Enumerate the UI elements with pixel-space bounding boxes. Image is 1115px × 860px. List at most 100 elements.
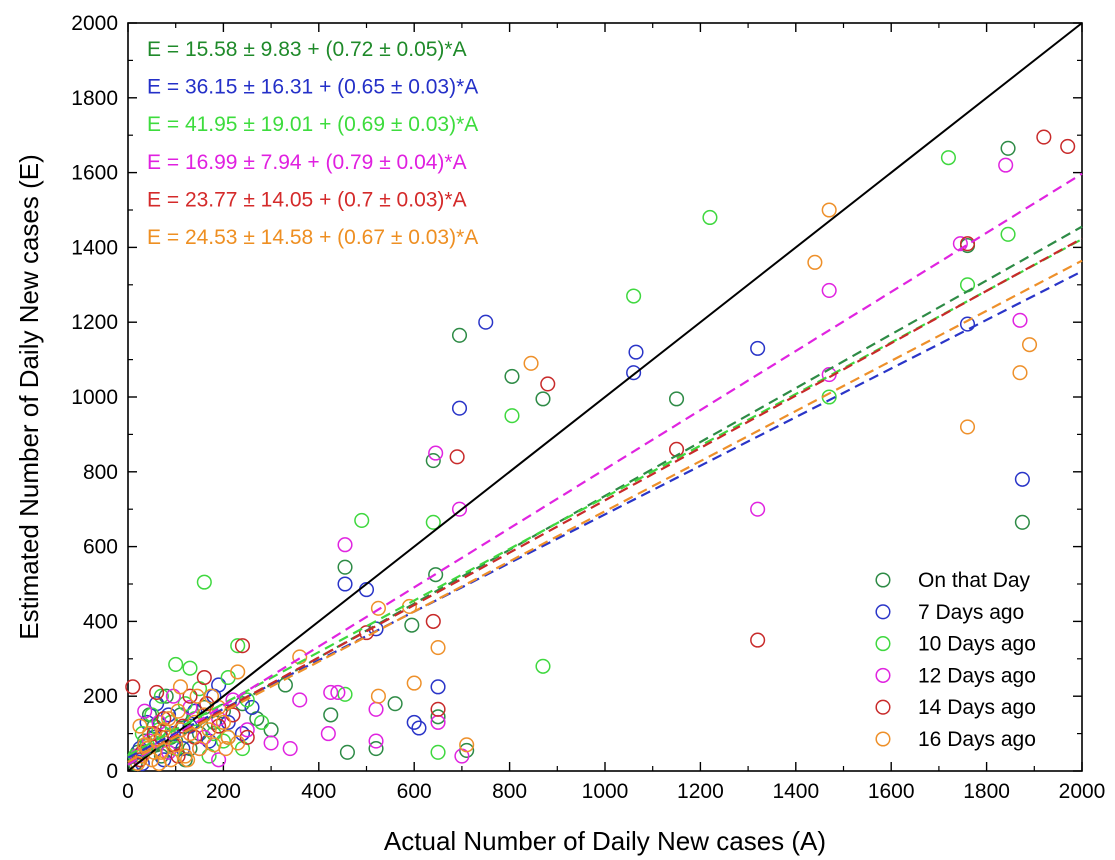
point-series-5 [192, 741, 208, 757]
point-series-2 [425, 514, 441, 530]
point-series-2 [254, 714, 270, 730]
point-series-3 [1012, 312, 1028, 328]
point-series-2 [215, 733, 231, 749]
point-series-0 [430, 709, 446, 725]
point-series-0 [387, 696, 403, 712]
point-series-5 [1012, 365, 1028, 381]
point-series-5 [137, 737, 153, 753]
point-series-0 [535, 391, 551, 407]
point-series-5 [170, 703, 186, 719]
legend: On that Day 7 Days ago 10 Days ago 12 Days … [875, 569, 1036, 751]
x-tick-label: 1600 [868, 780, 915, 803]
point-series-1 [750, 340, 766, 356]
fit-equation: E = 36.15 ± 16.31 + (0.65 ± 0.03)*A [147, 76, 478, 99]
point-series-5 [177, 748, 193, 764]
point-series-1 [244, 699, 260, 715]
point-series-5 [370, 688, 386, 704]
legend-label: 7 Days ago [918, 601, 1024, 624]
point-series-3 [998, 157, 1014, 173]
legend-marker [875, 636, 891, 652]
point-series-5 [807, 254, 823, 270]
point-series-3 [292, 692, 308, 708]
point-series-0 [451, 327, 468, 343]
point-series-0 [339, 744, 355, 760]
point-series-4 [449, 449, 465, 465]
fit-equation: E = 15.58 ± 9.83 + (0.72 ± 0.05)*A [147, 38, 467, 61]
fit-line-series-5 [127, 259, 1083, 763]
point-series-4 [430, 701, 446, 717]
point-series-5 [292, 649, 308, 665]
scatter-points [125, 129, 1076, 772]
point-series-5 [172, 679, 189, 695]
fit-line-series-4 [127, 237, 1083, 764]
point-series-3 [952, 236, 968, 252]
point-series-3 [750, 501, 766, 517]
point-series-2 [626, 288, 642, 304]
point-series-4 [156, 711, 172, 727]
point-series-1 [220, 714, 236, 730]
point-series-1 [451, 400, 468, 416]
point-series-3 [330, 684, 346, 701]
x-tick-label: 1000 [582, 780, 629, 803]
point-series-1 [406, 714, 422, 730]
x-tick-label: 800 [492, 780, 527, 803]
point-series-5 [370, 600, 386, 616]
y-tick-label: 200 [83, 685, 118, 708]
x-tick-label: 2000 [1059, 780, 1106, 803]
point-series-4 [959, 236, 976, 252]
point-series-4 [234, 638, 251, 654]
point-series-3 [137, 703, 153, 719]
point-series-2 [940, 150, 956, 166]
point-series-5 [215, 714, 231, 730]
point-series-4 [540, 376, 556, 392]
point-series-5 [459, 737, 475, 753]
x-tick-label: 400 [301, 780, 336, 803]
y-tick-labels: 0 200 400 600 800 1000 1200 1400 1600 1800 2000 [71, 12, 118, 783]
point-series-3 [239, 722, 255, 738]
point-series-5 [959, 419, 976, 435]
point-series-2 [168, 656, 184, 672]
y-tick-label: 1000 [71, 386, 118, 409]
identity-line [127, 22, 1083, 772]
point-series-3 [211, 752, 227, 768]
point-series-2 [504, 408, 520, 424]
point-series-0 [368, 741, 384, 757]
y-tick-label: 1800 [71, 87, 118, 110]
point-series-0 [337, 559, 353, 575]
point-series-2 [206, 726, 222, 742]
point-series-4 [425, 613, 441, 629]
legend-marker [875, 731, 891, 747]
y-tick-label: 0 [106, 760, 118, 783]
point-series-0 [504, 368, 520, 384]
point-series-0 [425, 453, 441, 469]
legend-marker [875, 667, 891, 683]
point-series-2 [702, 209, 718, 226]
point-series-5 [1021, 337, 1038, 353]
y-tick-label: 1200 [71, 311, 118, 334]
fit-equation: E = 16.99 ± 7.94 + (0.79 ± 0.04)*A [147, 151, 467, 174]
point-series-0 [1000, 140, 1016, 156]
point-series-5 [406, 675, 422, 691]
point-series-4 [170, 748, 186, 764]
point-series-4 [196, 669, 212, 686]
point-series-3 [165, 688, 181, 704]
point-series-1 [478, 314, 494, 330]
point-series-4 [182, 688, 198, 704]
fit-equation: E = 24.53 ± 14.58 + (0.67 ± 0.03)*A [147, 226, 478, 249]
point-series-1 [411, 720, 427, 736]
point-series-0 [323, 707, 339, 723]
fit-line-series-1 [127, 270, 1083, 759]
point-series-2 [1000, 226, 1016, 242]
point-series-5 [821, 202, 837, 218]
point-series-0 [428, 567, 444, 583]
point-series-1 [430, 679, 446, 695]
point-series-2 [196, 574, 212, 590]
legend-marker [875, 572, 891, 588]
y-tick-label: 1400 [71, 236, 118, 259]
point-series-5 [203, 688, 220, 704]
point-series-2 [230, 638, 246, 654]
point-series-2 [153, 688, 169, 704]
point-series-1 [156, 752, 172, 768]
point-series-2 [535, 658, 551, 674]
